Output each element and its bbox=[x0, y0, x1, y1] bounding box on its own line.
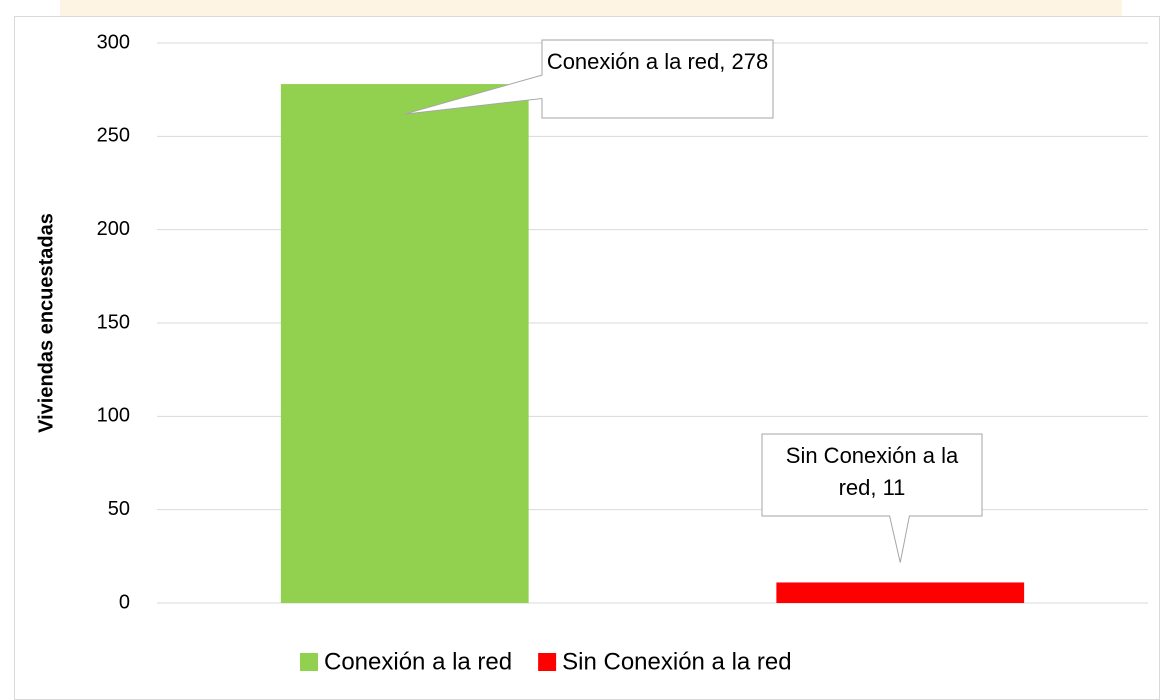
y-tick-label: 150 bbox=[97, 311, 130, 333]
y-tick-label: 50 bbox=[108, 498, 130, 520]
legend-label: Conexión a la red bbox=[324, 648, 512, 675]
callout-box bbox=[404, 39, 774, 119]
y-axis-title: Viviendas encuestadas bbox=[35, 213, 57, 433]
y-tick-label: 200 bbox=[97, 218, 130, 240]
legend-label: Sin Conexión a la red bbox=[562, 648, 791, 675]
callout-box bbox=[761, 433, 983, 563]
data-label-box: Conexión a la red, 278 bbox=[546, 49, 769, 74]
data-label-box: Sin Conexión a la red, 11 bbox=[785, 443, 959, 500]
top-band bbox=[60, 0, 1122, 16]
y-tick-label: 100 bbox=[97, 405, 130, 427]
y-tick-label: 0 bbox=[119, 591, 130, 613]
y-tick-label: 250 bbox=[97, 125, 130, 147]
legend-swatch bbox=[538, 653, 557, 671]
data-label: Sin Conexión a la red, 11 bbox=[785, 443, 959, 500]
y-tick-label: 300 bbox=[97, 31, 130, 53]
legend-swatch bbox=[300, 653, 318, 671]
data-label: Conexión a la red, 278 bbox=[546, 49, 769, 74]
bar bbox=[776, 582, 1025, 603]
bar bbox=[280, 84, 529, 604]
